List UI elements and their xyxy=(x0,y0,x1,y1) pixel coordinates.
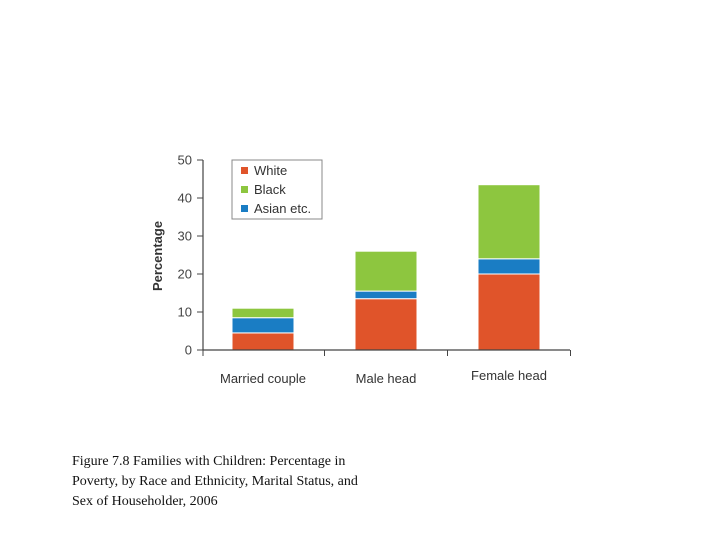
bar-black-1 xyxy=(354,250,418,292)
bar-black-2 xyxy=(477,184,541,260)
y-tick-label: 10 xyxy=(178,305,192,320)
x-tick-label: Female head xyxy=(471,368,547,383)
y-tick-label: 50 xyxy=(178,153,192,168)
figure-caption: Figure 7.8 Families with Children: Perce… xyxy=(72,452,452,512)
y-axis-title: Percentage xyxy=(150,221,165,291)
legend-swatch xyxy=(241,167,248,174)
bar-white-0 xyxy=(231,332,295,351)
bars xyxy=(231,184,541,351)
bar-asian-etc-2 xyxy=(477,258,541,275)
x-axis: Married couple Male head Female head xyxy=(202,350,571,386)
legend-label: Black xyxy=(254,182,286,197)
y-tick-label: 40 xyxy=(178,191,192,206)
x-tick-label: Married couple xyxy=(220,371,306,386)
bar-black-0 xyxy=(231,307,295,319)
legend-swatch xyxy=(241,186,248,193)
caption-line-3: Sex of Householder, 2006 xyxy=(72,494,218,509)
bar-asian-etc-0 xyxy=(231,317,295,334)
y-tick-label: 30 xyxy=(178,229,192,244)
legend: White Black Asian etc. xyxy=(231,159,323,220)
bar-white-2 xyxy=(477,273,541,351)
legend-label: White xyxy=(254,163,287,178)
bar-white-1 xyxy=(354,298,418,351)
caption-line-1: Figure 7.8 Families with Children: Perce… xyxy=(72,454,346,469)
y-tick-label: 20 xyxy=(178,267,192,282)
bar-asian-etc-1 xyxy=(354,290,418,300)
caption-line-2: Poverty, by Race and Ethnicity, Marital … xyxy=(72,474,358,489)
legend-swatch xyxy=(241,205,248,212)
x-tick-label: Male head xyxy=(356,371,417,386)
legend-label: Asian etc. xyxy=(254,201,311,216)
stacked-bar-chart: 0 10 20 30 40 50 Married couple Male head Femal… xyxy=(150,153,571,386)
y-tick-label: 0 xyxy=(185,343,192,358)
y-axis: 0 10 20 30 40 50 xyxy=(178,153,204,358)
